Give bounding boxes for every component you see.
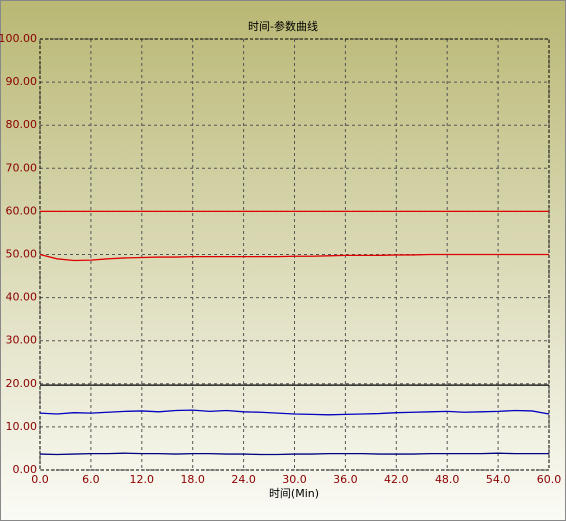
y-tick-label: 30.00: [6, 334, 38, 347]
x-tick-label: 42.0: [384, 473, 409, 486]
y-tick-label: 50.00: [6, 248, 38, 261]
x-tick-label: 54.0: [486, 473, 511, 486]
y-tick-label: 70.00: [6, 161, 38, 174]
x-tick-label: 36.0: [333, 473, 358, 486]
y-tick-label: 80.00: [6, 118, 38, 131]
series-line: [39, 452, 549, 456]
x-tick-label: 12.0: [130, 473, 155, 486]
x-tick-label: 18.0: [180, 473, 205, 486]
x-tick-label: 6.0: [82, 473, 100, 486]
y-tick-label: 100.00: [0, 32, 37, 45]
x-tick-label: 30.0: [282, 473, 307, 486]
y-tick-label: 40.00: [6, 291, 38, 304]
x-tick-label: 60.0: [537, 473, 562, 486]
x-tick-label: 0.0: [31, 473, 49, 486]
chart-title: 时间-参数曲线: [248, 19, 318, 33]
x-tick-label: 48.0: [435, 473, 460, 486]
series-line: [39, 409, 550, 416]
series-line: [39, 253, 549, 262]
x-tick-label: 24.0: [231, 473, 256, 486]
y-tick-label: 10.00: [6, 420, 38, 433]
y-tick-label: 0.00: [13, 463, 38, 476]
x-axis-label: 时间(Min): [269, 487, 319, 500]
y-tick-label: 90.00: [6, 75, 38, 88]
y-tick-label: 60.00: [6, 204, 38, 217]
y-tick-label: 20.00: [6, 377, 38, 390]
